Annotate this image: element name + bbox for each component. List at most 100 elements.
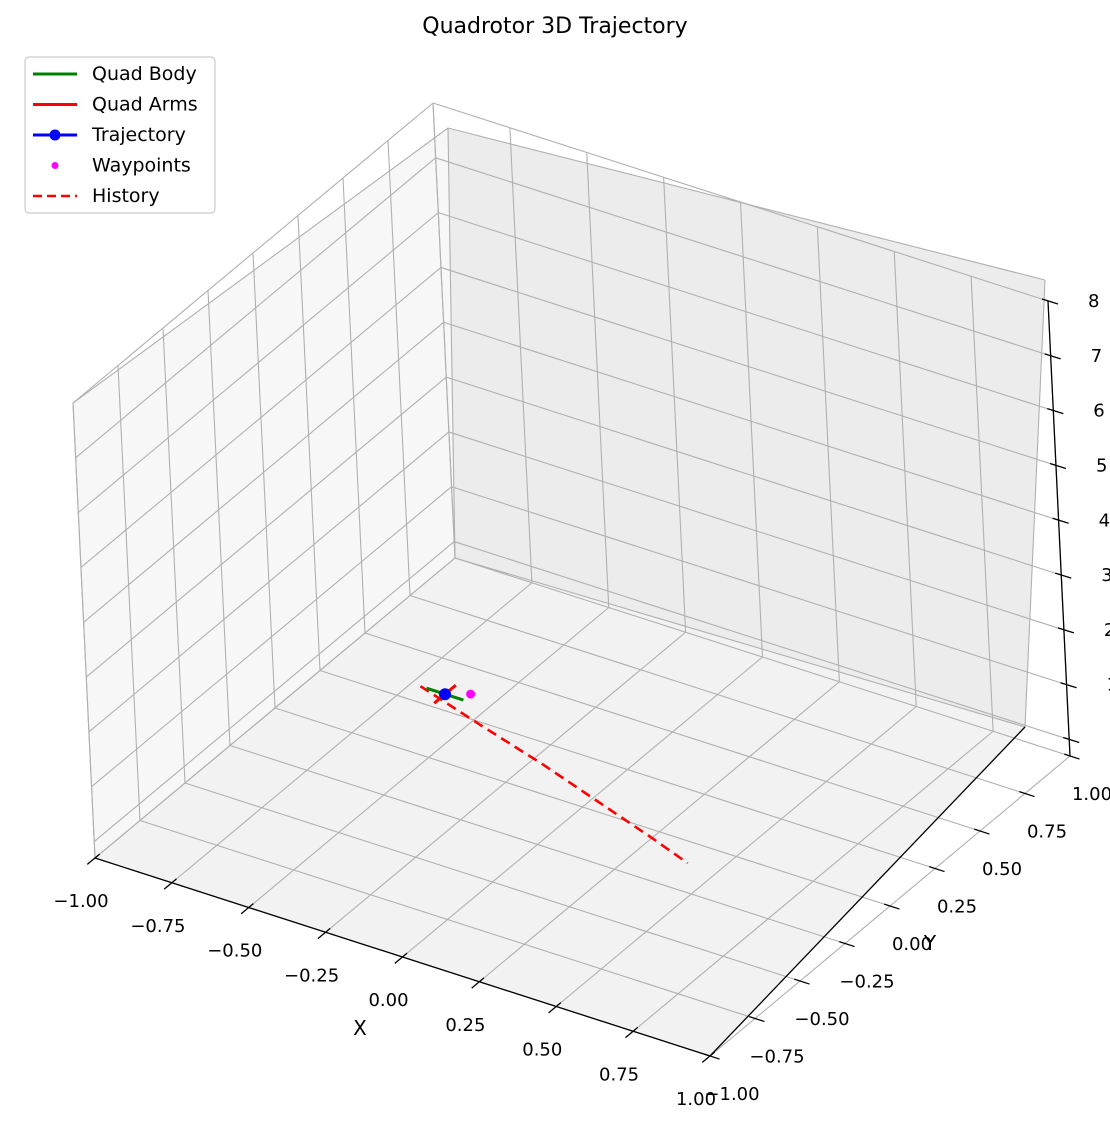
trajectory-marker [439,688,451,701]
z-tick [1055,572,1072,579]
legend-swatch-marker [49,129,61,141]
z-tick-label: 3 [1101,565,1110,586]
y-tick-label: 0.75 [1027,822,1067,843]
y-tick [884,903,900,910]
z-tick-label: 5 [1096,456,1107,477]
y-tick [839,941,855,948]
x-tick [317,927,331,940]
grid-line-y [162,327,186,784]
x-tick [163,878,177,890]
legend-label: History [92,185,160,207]
z-tick [1044,353,1061,360]
pane-edge [94,557,456,859]
legend-label: Quad Arms [92,94,198,116]
z-tick-label: 1 [1107,675,1110,696]
legend-label: Waypoints [92,155,191,177]
x-tick [625,1026,639,1039]
x-tick-label: 1.00 [676,1089,716,1110]
grid-line-z [451,486,1067,686]
z-tick [1052,517,1069,524]
grid-line-y [207,290,231,746]
tick-labels: −1.00−0.75−0.50−0.250.000.250.500.751.00… [53,291,1110,1110]
grid-line-y [297,215,321,671]
legend: Quad Body Quad Arms Trajectory Waypoints His… [24,56,216,214]
grid-line-z [80,267,442,568]
grid-line-x [816,226,840,682]
y-tick-label: 0.00 [892,934,932,955]
z-tick-label: 4 [1099,510,1110,531]
y-tick-label: 1.00 [1072,784,1110,805]
legend-item: Trajectory [33,124,186,146]
y-tick-label: 0.50 [982,859,1022,880]
x-tick [548,1002,562,1014]
grid-line-y [274,707,891,907]
grid-line-x [970,276,994,732]
y-tick [929,866,945,873]
y-tick [704,1053,720,1060]
waypoint-marker [466,689,476,699]
y-tick-label: −0.50 [794,1009,849,1030]
z-tick [1063,736,1080,744]
grid-line-z [448,431,1065,631]
grid-line-x [586,152,610,608]
grid-line-z [446,376,1062,576]
grid-line-z [91,486,452,788]
x-axis-label: X [353,1016,367,1040]
grid-line-y [319,669,936,870]
x-tick-label: −1.00 [53,891,108,912]
x-tick-label: 0.25 [445,1015,485,1036]
grid-line-z [77,212,439,514]
legend-frame [24,56,216,214]
x-tick-label: 0.50 [522,1040,562,1061]
legend-item: Quad Body [33,63,197,85]
z-tick-label: 2 [1104,620,1110,641]
y-tick [749,1016,765,1023]
x-tick [240,903,254,915]
grid-line-z [93,541,455,842]
grid-line-z [75,157,437,459]
x-tick-label: −0.25 [284,965,339,986]
x-tick [394,952,408,964]
pane-edge [447,127,456,559]
z-axis-line [1047,300,1071,757]
x-tick [701,1051,716,1063]
legend-item: Quad Arms [33,94,198,116]
grid-line-x [739,201,764,658]
z-tick [1049,462,1067,470]
chart-title: Quadrotor 3D Trajectory [422,14,687,39]
x-tick-label: 0.00 [368,990,408,1011]
x-tick-label: −0.75 [130,916,185,937]
grid-line-y [432,102,456,559]
y-tick-label: −0.25 [839,972,894,993]
legend-label: Trajectory [91,124,186,146]
y-tick [794,978,810,985]
grid-line-y [364,632,981,832]
grid-line-z [435,157,1051,357]
pane-edge [447,127,1046,281]
grid-line-y [387,140,411,596]
z-tick-label: 8 [1088,291,1099,312]
y-tick-label: 0.25 [937,897,977,918]
plot-series [419,684,689,865]
y-tick [974,828,990,835]
y-tick [1064,753,1080,760]
x-tick-label: 0.75 [599,1064,639,1085]
pane-edge [1024,279,1046,728]
grid-line-z [83,321,444,623]
z-tick-label: 6 [1093,401,1104,422]
grid-line-y [454,557,1071,757]
left-pane [73,128,455,858]
z-tick [1047,408,1064,415]
grid-line-y [117,365,141,821]
y-axis-label: Y [923,931,937,955]
grid-line-z [440,266,1057,466]
grid-line-z [438,212,1054,412]
series-history [419,685,689,865]
y-tick [1019,791,1035,798]
x-tick-label: −0.50 [207,941,262,962]
legend-item: Waypoints [51,155,191,177]
x-tick [86,853,101,865]
z-tick-label: 7 [1091,346,1102,367]
grid-line-y [139,819,756,1020]
